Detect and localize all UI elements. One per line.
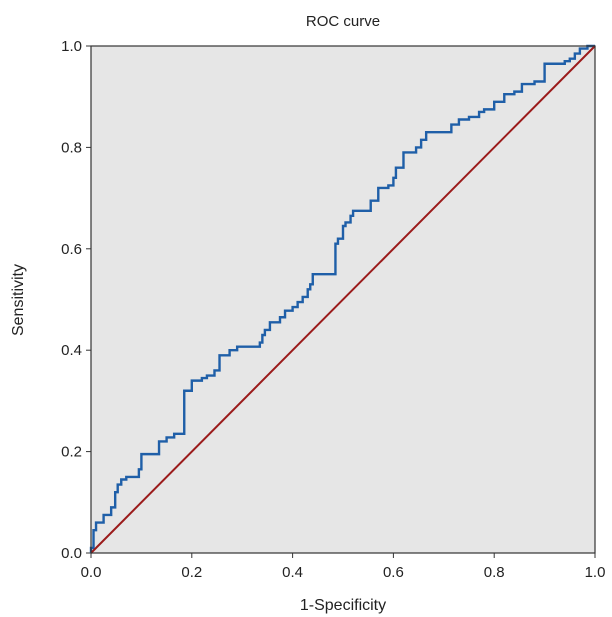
chart-title: ROC curve	[306, 13, 380, 30]
x-tick-label: 0.2	[181, 564, 202, 581]
y-axis-label: Sensitivity	[10, 264, 27, 336]
roc-curve-line	[89, 44, 595, 553]
y-tick-label: 0.4	[61, 342, 82, 359]
y-tick-label: 0.8	[61, 139, 82, 156]
y-tick-label: 0.6	[61, 241, 82, 258]
y-tick-label: 0.0	[61, 545, 82, 562]
x-tick-label: 1.0	[585, 564, 606, 581]
y-axis: 0.0 0.2 0.4 0.6 0.8 1.0	[61, 38, 91, 562]
plot-frame	[90, 45, 596, 554]
x-axis: 0.0 0.2 0.4 0.6 0.8 1.0	[81, 553, 606, 581]
x-tick-label: 0.8	[484, 564, 505, 581]
y-tick-label: 0.2	[61, 444, 82, 461]
x-axis-label: 1-Specificity	[300, 597, 386, 614]
series-layer	[89, 44, 596, 554]
x-tick-label: 0.0	[81, 564, 102, 581]
x-tick-label: 0.4	[282, 564, 303, 581]
reference-diagonal-line	[90, 45, 596, 554]
y-tick-label: 1.0	[61, 38, 82, 55]
x-tick-label: 0.6	[383, 564, 404, 581]
